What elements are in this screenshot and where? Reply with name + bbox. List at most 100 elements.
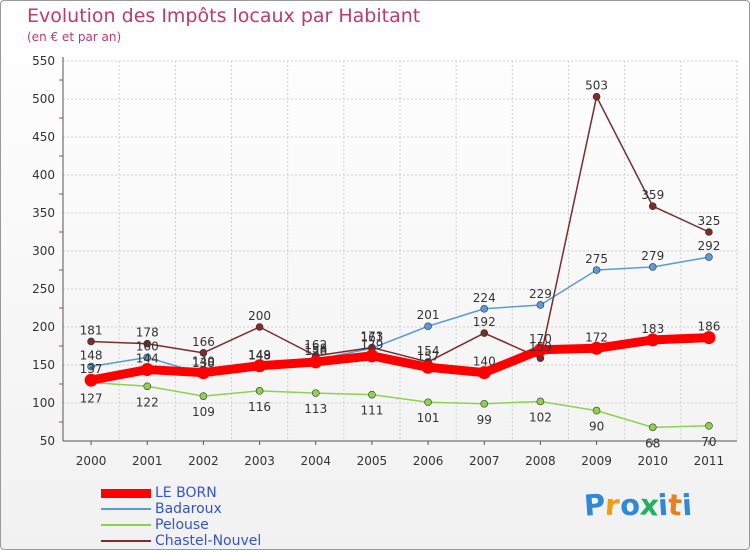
x-tick-label: 2000 xyxy=(76,454,107,468)
data-label-le-born: 137 xyxy=(80,362,103,376)
legend-label: Pelouse xyxy=(155,517,209,533)
data-point-chastel-nouvel xyxy=(705,228,713,236)
y-tick-label: 50 xyxy=(40,434,55,448)
data-label-badaroux: 160 xyxy=(136,339,159,353)
data-label-pelouse: 111 xyxy=(360,404,383,418)
data-label-badaroux: 138 xyxy=(192,356,215,370)
data-label-le-born: 183 xyxy=(641,322,664,336)
logo-letter: i xyxy=(680,487,694,523)
data-point-pelouse xyxy=(143,382,152,391)
data-point-chastel-nouvel xyxy=(480,329,489,337)
data-label-badaroux: 148 xyxy=(80,349,103,363)
data-label-chastel-nouvel: 503 xyxy=(585,79,608,93)
data-point-chastel-nouvel xyxy=(143,339,152,348)
legend-label: Chastel-Nouvel xyxy=(155,533,262,549)
data-point-badaroux xyxy=(592,266,601,274)
data-label-chastel-nouvel: 359 xyxy=(641,188,664,202)
y-tick-label: 450 xyxy=(32,130,55,144)
data-label-chastel-nouvel: 154 xyxy=(417,344,440,358)
data-label-pelouse: 102 xyxy=(529,410,552,424)
x-tick-label: 2004 xyxy=(300,454,331,468)
y-tick-label: 250 xyxy=(32,282,55,296)
data-point-pelouse xyxy=(255,387,264,395)
data-point-badaroux xyxy=(87,362,95,371)
data-label-pelouse: 113 xyxy=(304,402,327,416)
series-line-pelouse xyxy=(90,381,710,429)
data-point-badaroux xyxy=(648,263,657,271)
data-label-chastel-nouvel: 200 xyxy=(248,309,271,323)
data-point-le-born xyxy=(590,341,604,355)
data-label-le-born: 144 xyxy=(136,352,159,366)
data-label-chastel-nouvel: 192 xyxy=(473,315,496,329)
data-point-le-born xyxy=(309,355,323,369)
data-point-badaroux xyxy=(480,304,489,313)
series-line-chastel-nouvel xyxy=(90,95,710,363)
data-label-pelouse: 109 xyxy=(192,405,215,419)
x-tick-label: 2006 xyxy=(413,454,444,468)
data-label-le-born: 149 xyxy=(248,348,271,362)
data-point-pelouse xyxy=(199,392,208,400)
logo-letter: P xyxy=(582,487,607,523)
legend-swatch xyxy=(101,524,151,526)
data-label-pelouse: 127 xyxy=(80,391,103,405)
y-tick-label: 500 xyxy=(32,92,55,106)
data-label-chastel-nouvel: 173 xyxy=(360,330,383,344)
x-tick-label: 2008 xyxy=(525,454,556,468)
x-tick-label: 2009 xyxy=(581,454,612,468)
data-label-le-born: 170 xyxy=(529,332,552,346)
data-point-chastel-nouvel xyxy=(592,92,601,101)
x-tick-label: 2005 xyxy=(357,454,388,468)
data-label-badaroux: 161 xyxy=(360,330,383,344)
data-label-le-born: 158 xyxy=(304,344,327,358)
series-line-le-born xyxy=(86,333,714,385)
legend-swatch xyxy=(101,488,151,498)
data-point-le-born xyxy=(421,360,435,374)
data-point-le-born xyxy=(140,363,154,377)
data-point-pelouse xyxy=(368,390,376,399)
data-point-le-born xyxy=(646,333,660,347)
data-label-pelouse: 68 xyxy=(645,436,660,450)
legend-label: LE BORN xyxy=(155,485,217,501)
data-label-le-born: 179 xyxy=(360,338,383,352)
data-label-badaroux: 158 xyxy=(304,342,327,356)
data-label-chastel-nouvel: 159 xyxy=(529,340,552,354)
data-label-le-born: 172 xyxy=(585,330,608,344)
data-label-le-born: 186 xyxy=(697,320,720,334)
data-label-le-born: 140 xyxy=(473,355,496,369)
data-label-chastel-nouvel: 162 xyxy=(304,338,327,352)
x-tick-label: 2010 xyxy=(637,454,668,468)
data-label-chastel-nouvel: 166 xyxy=(192,335,215,349)
legend-swatch xyxy=(101,508,151,510)
x-tick-label: 2002 xyxy=(188,454,219,468)
data-point-badaroux xyxy=(424,322,432,331)
proxiti-logo: Proxiti xyxy=(582,487,694,523)
data-point-le-born xyxy=(253,359,267,373)
data-label-badaroux: 148 xyxy=(248,349,271,363)
x-tick-label: 2007 xyxy=(469,454,500,468)
data-label-badaroux: 292 xyxy=(697,239,720,253)
data-point-chastel-nouvel xyxy=(199,349,208,357)
data-label-pelouse: 99 xyxy=(477,413,492,427)
data-point-pelouse xyxy=(592,406,601,415)
y-tick-label: 350 xyxy=(32,206,55,220)
data-label-badaroux: 275 xyxy=(585,252,608,266)
x-tick-label: 2011 xyxy=(694,454,725,468)
data-point-le-born xyxy=(533,343,547,357)
data-point-badaroux xyxy=(536,301,545,309)
data-point-pelouse xyxy=(648,423,657,432)
legend-swatch xyxy=(101,540,151,542)
data-label-pelouse: 70 xyxy=(701,435,716,449)
data-point-badaroux xyxy=(143,353,152,362)
data-point-pelouse xyxy=(311,389,320,397)
data-point-chastel-nouvel xyxy=(255,323,264,331)
x-tick-label: 2001 xyxy=(132,454,163,468)
data-point-pelouse xyxy=(424,398,432,407)
legend-label: Badaroux xyxy=(155,501,222,517)
data-label-pelouse: 122 xyxy=(136,395,159,409)
data-point-pelouse xyxy=(705,421,713,430)
logo-letter: o xyxy=(618,487,641,523)
data-label-chastel-nouvel: 178 xyxy=(136,326,159,340)
data-label-pelouse: 90 xyxy=(589,420,604,434)
data-label-chastel-nouvel: 325 xyxy=(697,214,720,228)
